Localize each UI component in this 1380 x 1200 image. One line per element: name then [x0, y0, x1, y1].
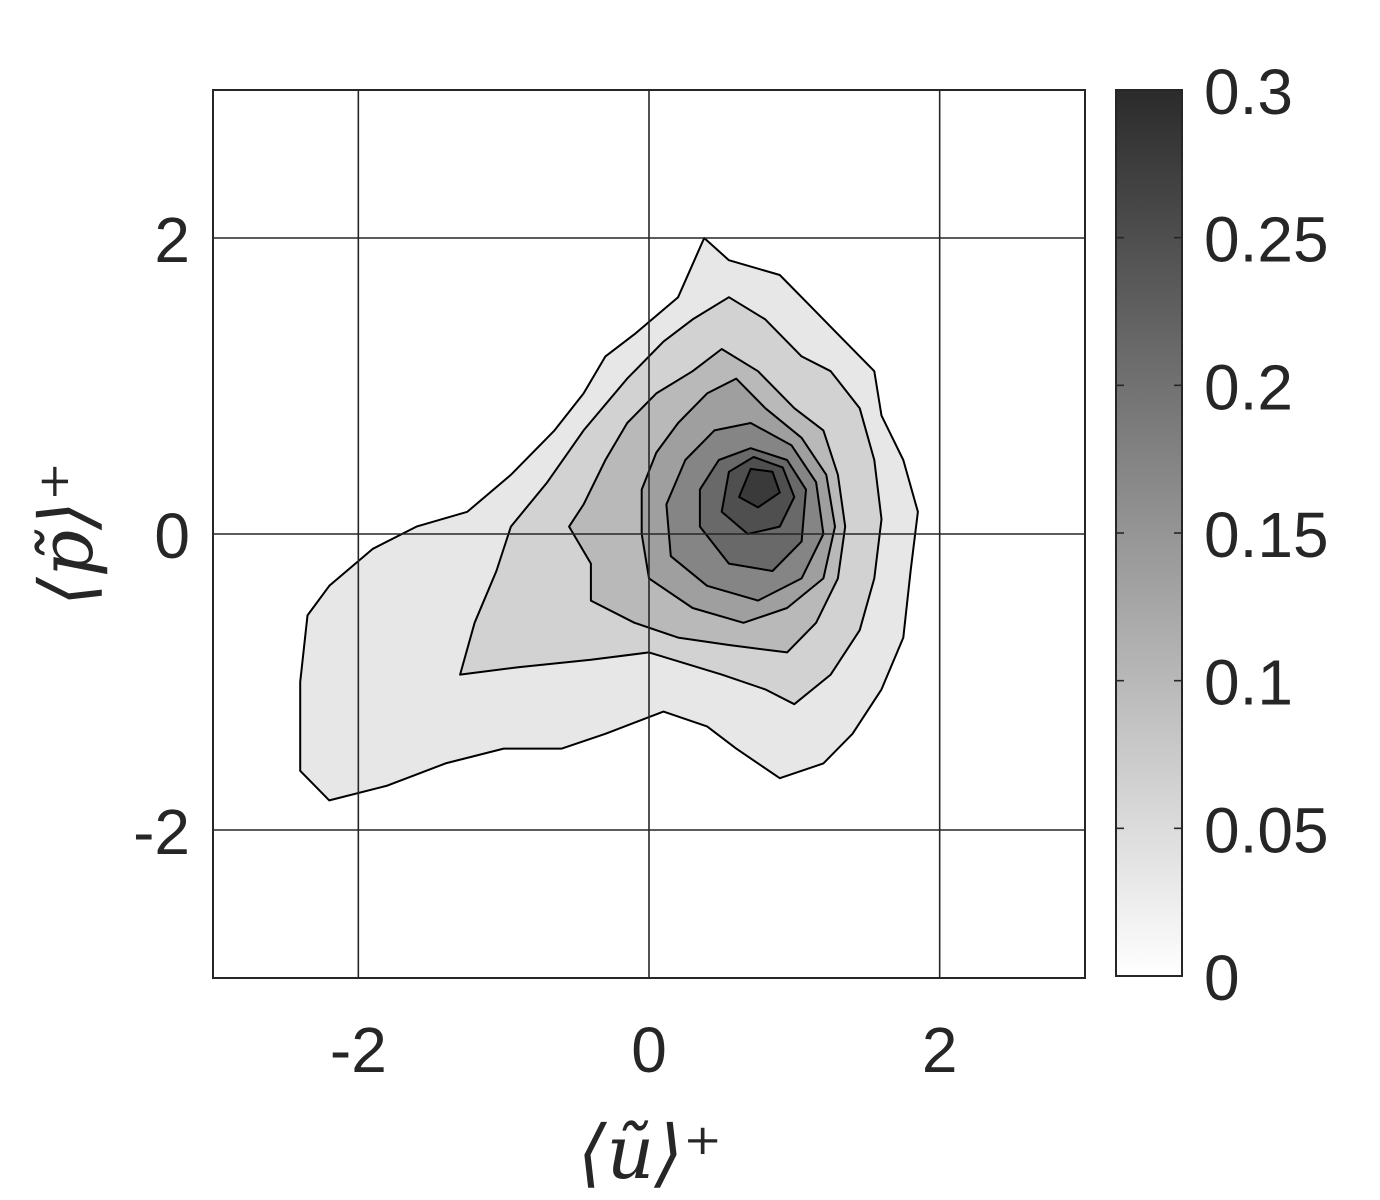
x-axis-label: ⟨ũ⟩⁺ [578, 1110, 722, 1196]
colorbar [1115, 89, 1183, 977]
x-tick-label: -2 [330, 1014, 387, 1086]
contour-regions [299, 237, 919, 802]
colorbar-tick-label: 0.3 [1204, 56, 1293, 128]
colorbar-tick-label: 0.2 [1204, 351, 1293, 423]
plot-frame [212, 89, 1086, 979]
colorbar-tick-label: 0 [1204, 942, 1240, 1014]
grid-lines [213, 90, 1085, 978]
y-tick-label: 2 [154, 204, 190, 276]
colorbar-ticks: 0 0.05 0.1 0.15 0.2 0.25 0.3 [1116, 56, 1329, 1014]
colorbar-tick-label: 0.25 [1204, 204, 1329, 276]
colorbar-tick-label: 0.05 [1204, 794, 1329, 866]
x-tick-labels: -2 0 2 [330, 1014, 958, 1086]
y-tick-label: -2 [133, 796, 190, 868]
colorbar-tick-label: 0.1 [1204, 647, 1293, 719]
contour-region-8 [738, 467, 781, 509]
y-tick-label: 0 [154, 500, 190, 572]
y-tick-labels: -2 0 2 [133, 204, 190, 868]
colorbar-tick-label: 0.15 [1204, 499, 1329, 571]
x-tick-label: 0 [631, 1014, 667, 1086]
x-tick-label: 2 [922, 1014, 958, 1086]
y-axis-label: ⟨p̃⟩⁺ [24, 462, 110, 606]
